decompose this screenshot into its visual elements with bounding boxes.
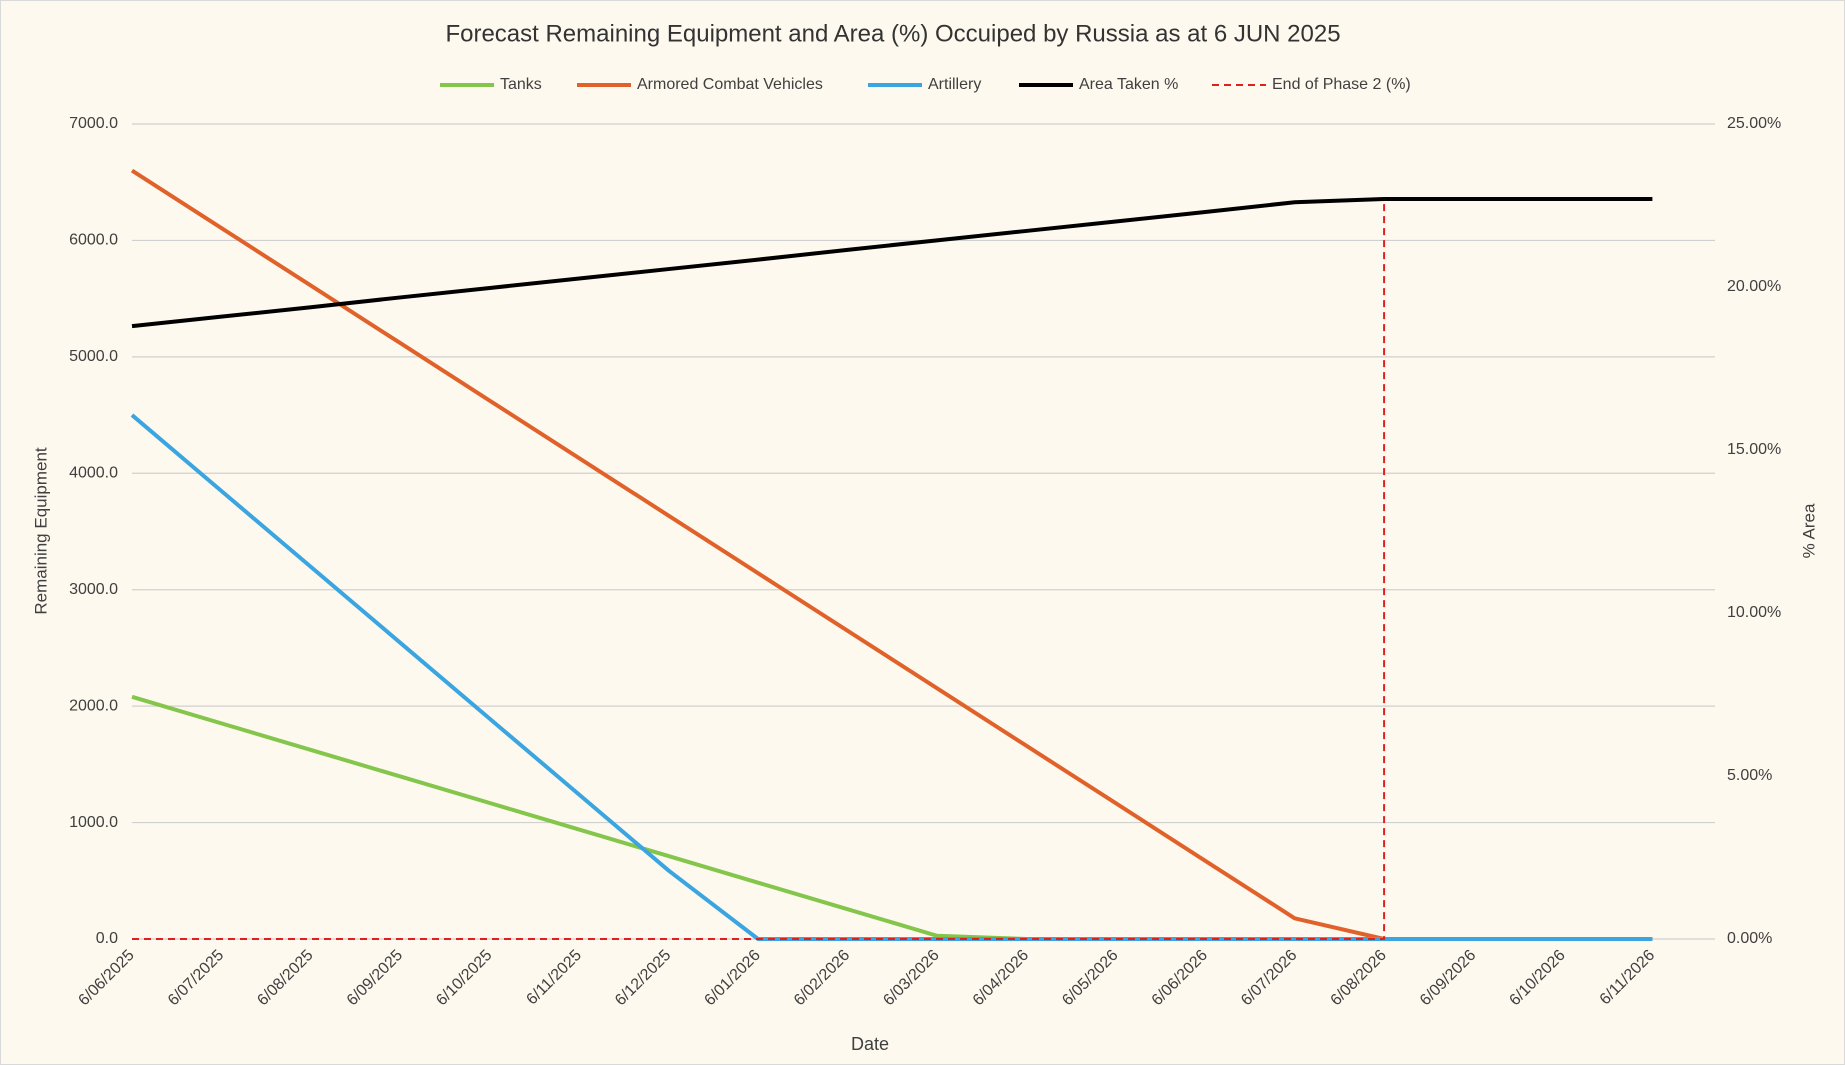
y2-tick-label: 10.00% (1727, 604, 1781, 621)
y-tick-label: 7000.0 (69, 115, 118, 132)
y2-tick-label: 0.00% (1727, 930, 1772, 947)
y-axis-title: Remaining Equipment (31, 447, 50, 615)
y-tick-label: 2000.0 (69, 697, 118, 714)
y-tick-label: 3000.0 (69, 581, 118, 598)
legend-label: Tanks (500, 76, 542, 93)
y-tick-label: 5000.0 (69, 348, 118, 365)
y-tick-label: 1000.0 (69, 814, 118, 831)
y2-tick-label: 25.00% (1727, 115, 1781, 132)
y-tick-label: 0.0 (96, 930, 118, 947)
y2-tick-label: 15.00% (1727, 441, 1781, 458)
y-tick-label: 4000.0 (69, 465, 118, 482)
legend-label: End of Phase 2 (%) (1272, 76, 1411, 93)
data-line (131, 196, 1653, 329)
x-axis-title: Date (851, 1034, 889, 1054)
legend-label: Area Taken % (1079, 76, 1178, 93)
y2-tick-label: 5.00% (1727, 767, 1772, 784)
data-line (132, 198, 1386, 940)
y2-axis-title: % Area (1799, 503, 1818, 558)
chart-title: Forecast Remaining Equipment and Area (%… (445, 20, 1340, 47)
y-tick-label: 6000.0 (69, 232, 118, 249)
y2-tick-label: 20.00% (1727, 278, 1781, 295)
legend-label: Armored Combat Vehicles (637, 76, 823, 93)
legend-label: Artillery (928, 76, 981, 93)
